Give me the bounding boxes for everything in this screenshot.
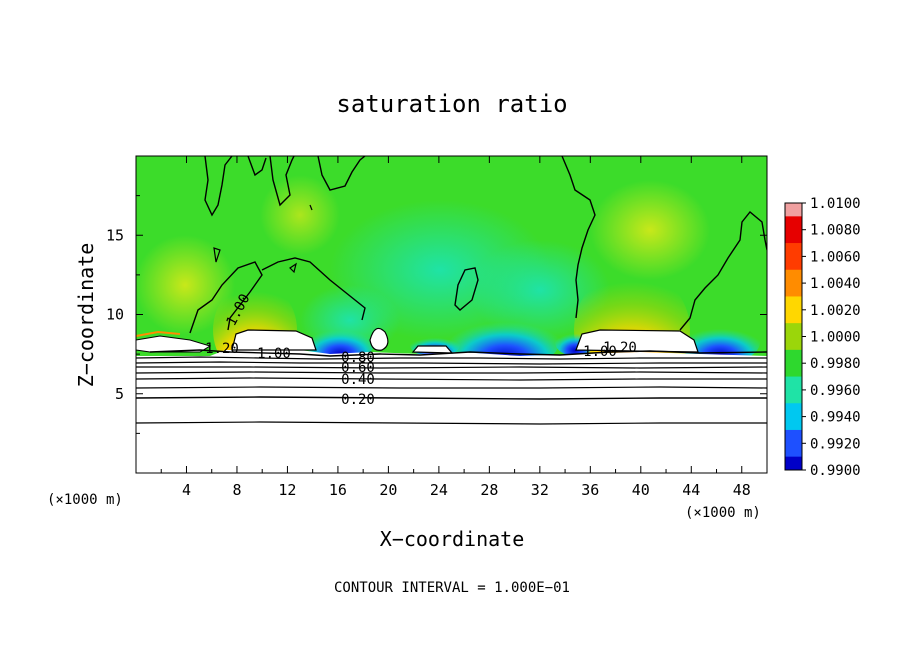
x-unit-label-left: (×1000 m) [47,492,123,508]
contour-label: 1.00 [583,344,617,360]
x-tick-label: 12 [278,481,296,499]
colorbar-swatch [785,323,802,337]
colorbar-label: 0.9940 [810,410,861,426]
dry-zone [305,322,375,362]
cloud-blob [136,335,212,353]
x-tick-label: 20 [379,481,397,499]
contour-0.80 [136,356,767,360]
colorbar-label: 0.9900 [810,463,861,479]
contour-small [289,262,297,274]
y-tick-label: 5 [115,385,124,403]
colorbar-swatch [785,389,802,404]
contour-label: 1.20 [603,340,637,356]
subsaturated-region [136,350,767,473]
cloud-blob [575,329,699,353]
colorbar-label: 0.9960 [810,383,861,399]
colorbar-swatch [785,229,802,244]
contour-0.50 [136,371,767,374]
contour-label: 0.60 [341,360,375,376]
colorbar-swatch [785,443,802,458]
colorbar-swatch [785,269,802,284]
x-axis-label: X−coordinate [380,527,525,551]
warm-patch [136,235,235,335]
contour-lines [136,156,767,425]
contour-0.30 [136,386,767,389]
x-tick-label: 36 [581,481,599,499]
y-axis-label: Z−coordinate [74,243,98,388]
contour-0.20 [136,396,767,400]
contour-1.00 [454,267,479,311]
x-tick-label: 48 [733,481,751,499]
contour-label: 1.00 [257,346,291,362]
x-tick-label: 32 [531,481,549,499]
contour-1.00 [561,156,596,319]
contour-1.00 [149,349,767,357]
colorbar-label: 0.9980 [810,356,861,372]
cloud-edge [136,330,181,337]
contour-interval-footer: CONTOUR INTERVAL = 1.000E−01 [334,580,570,596]
colorbar-swatch [785,403,802,418]
y-tick-label: 15 [106,226,124,244]
contour-0.70 [136,361,767,365]
colorbar-label: 1.0020 [810,303,861,319]
contour-small [213,247,221,263]
colorbar-swatch [785,203,802,217]
x-tick-label: 16 [329,481,347,499]
x-tick-label: 44 [682,481,700,499]
colorbar-label: 1.0100 [810,196,861,212]
colorbar-swatch [785,363,802,378]
colorbar-label: 1.0060 [810,249,861,265]
colorbar: 1.0100 1.0080 1.0060 1.0040 1.0020 1.0000 0.99… [784,196,861,479]
contour-1.00 [247,156,267,177]
colorbar-swatch [785,296,802,311]
x-tick-label: 28 [480,481,498,499]
colorbar-swatch [785,349,802,364]
warm-patch [260,175,340,255]
contour-label: 0.20 [341,392,375,408]
contour-0.10 [136,421,767,425]
y-axis: 5 10 15 [106,195,767,434]
colorbar-swatch [785,283,802,297]
colorbar-swatch [785,309,802,324]
colorbar-swatch [785,336,802,351]
cloud-blob [369,327,389,351]
colorbar-swatch [785,216,802,231]
contour-1.00 [269,156,295,207]
x-tick-label: 24 [430,481,448,499]
x-unit-label-right: (×1000 m) [685,505,761,521]
y-tick-label: 10 [106,306,124,324]
contour-small [309,204,313,211]
contour-1.00 [189,261,263,334]
contour-1.00 [261,257,366,321]
x-tick-label: 8 [232,481,241,499]
color-field-features [136,175,767,473]
contour-1.00 [317,156,366,191]
chart-title: saturation ratio [336,90,567,118]
colorbar-swatch [785,456,802,471]
colorbar-swatch [785,429,802,444]
plot-area: 0.20 0.40 0.60 0.80 1.00 1.00 1.20 1.20 … [136,156,767,473]
colorbar-label: 0.9920 [810,436,861,452]
contour-0.60 [136,366,767,369]
warm-patch [590,180,710,280]
x-axis: 4 8 12 16 20 24 28 32 36 40 44 48 [160,156,751,499]
cloud-blob [231,329,317,351]
colorbar-swatch [785,243,802,257]
contour-label: 0.40 [341,372,375,388]
x-tick-label: 40 [632,481,650,499]
contour-label: 0.80 [341,350,375,366]
contour-1.00 [679,211,767,331]
contour-1.00 [204,156,233,217]
colorbar-label: 1.0080 [810,223,861,239]
colorbar-swatch [785,376,802,391]
colorbar-swatch [785,416,802,431]
colorbar-label: 1.0000 [810,330,861,346]
contour-0.40 [136,377,767,381]
colorbar-swatch [785,256,802,271]
colorbar-label: 1.0040 [810,276,861,292]
cloud-blob [411,345,454,354]
x-tick-label: 4 [182,481,191,499]
contour-label: 1.20 [205,341,239,357]
